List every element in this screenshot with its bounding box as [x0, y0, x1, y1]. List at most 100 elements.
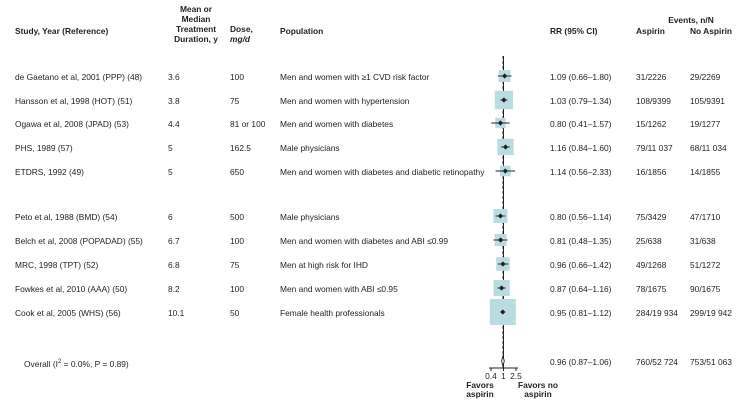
row-study: Belch et al, 2008 (POPADAD) (55) — [15, 236, 143, 246]
study-point-estimate — [500, 309, 506, 315]
row-study: PHS, 1989 (57) — [15, 143, 73, 153]
row-duration: 3.8 — [168, 96, 180, 106]
x-axis-tick-label: 0.4 — [485, 371, 497, 381]
row-no-aspirin: 51/1272 — [690, 260, 721, 270]
row-duration: 4.4 — [168, 119, 180, 129]
row-aspirin: 31/2226 — [636, 72, 667, 82]
row-population: Male physicians — [280, 143, 340, 153]
row-dose: 100 — [230, 284, 244, 294]
row-aspirin: 108/9399 — [636, 96, 671, 106]
row-population: Men and women with ABI ≤0.95 — [280, 284, 398, 294]
row-population: Men and women with diabetes — [280, 119, 394, 129]
header-events: Events, n/N — [668, 15, 714, 25]
row-rr: 1.16 (0.84–1.60) — [550, 143, 612, 153]
row-rr: 0.95 (0.81–1.12) — [550, 308, 612, 318]
study-point-estimate — [499, 285, 505, 291]
header-duration: Mean or Median Treatment Duration, y — [165, 4, 227, 44]
row-aspirin: 15/1262 — [636, 119, 667, 129]
row-dose: 162.5 — [230, 143, 251, 153]
row-duration: 10.1 — [168, 308, 185, 318]
row-rr: 0.80 (0.56–1.14) — [550, 212, 612, 222]
study-point-estimate — [497, 120, 504, 126]
x-axis-tick-label: 1 — [501, 371, 506, 381]
row-dose: 100 — [230, 72, 244, 82]
header-no-aspirin: No Aspirin — [690, 26, 733, 36]
row-aspirin: 75/3429 — [636, 212, 667, 222]
row-duration: 3.6 — [168, 72, 180, 82]
overall-no-aspirin: 753/51 063 — [690, 357, 732, 367]
favors-no-aspirin-label: Favors no aspirin — [517, 380, 559, 399]
row-no-aspirin: 299/19 942 — [690, 308, 732, 318]
row-population: Men and women with ≥1 CVD risk factor — [280, 72, 430, 82]
row-study: de Gaetano et al, 2001 (PPP) (48) — [15, 72, 143, 82]
row-dose: 81 or 100 — [230, 119, 266, 129]
study-point-estimate — [502, 73, 508, 79]
row-aspirin: 49/1268 — [636, 260, 667, 270]
row-no-aspirin: 19/1277 — [690, 119, 721, 129]
row-study: Ogawa et al, 2008 (JPAD) (53) — [15, 119, 129, 129]
row-aspirin: 284/19 934 — [636, 308, 678, 318]
row-rr: 0.81 (0.48–1.35) — [550, 236, 612, 246]
row-duration: 6.7 — [168, 236, 180, 246]
row-no-aspirin: 68/11 034 — [690, 143, 727, 153]
study-point-estimate — [500, 261, 506, 267]
header-rr: RR (95% CI) — [550, 26, 598, 36]
row-duration: 8.2 — [168, 284, 180, 294]
row-dose: 75 — [230, 260, 240, 270]
row-duration: 5 — [168, 167, 173, 177]
row-population: Men and women with hypertension — [280, 96, 410, 106]
study-point-estimate — [497, 213, 504, 219]
header-population: Population — [280, 26, 324, 36]
study-point-estimate — [501, 97, 507, 103]
row-population: Men at high risk for IHD — [280, 260, 368, 270]
header-dose: Dose, mg/d — [230, 24, 253, 44]
row-population: Men and women with diabetes and diabetic… — [280, 167, 485, 177]
row-study: ETDRS, 1992 (49) — [15, 167, 84, 177]
row-no-aspirin: 47/1710 — [690, 212, 721, 222]
row-study: Peto et al, 1988 (BMD) (54) — [15, 212, 118, 222]
row-dose: 100 — [230, 236, 244, 246]
row-no-aspirin: 31/638 — [690, 236, 716, 246]
study-point-estimate — [498, 237, 504, 243]
x-axis-tick-label: 2.5 — [510, 371, 522, 381]
header-aspirin: Aspirin — [636, 26, 665, 36]
header-duration-unit: Duration, y — [174, 34, 218, 44]
row-dose: 500 — [230, 212, 244, 222]
row-population: Men and women with diabetes and ABI ≤0.9… — [280, 236, 449, 246]
row-dose: 650 — [230, 167, 244, 177]
overall-diamond — [501, 354, 505, 368]
row-population: Female health professionals — [280, 308, 385, 318]
row-rr: 0.96 (0.66–1.42) — [550, 260, 612, 270]
study-point-estimate — [502, 144, 509, 150]
row-dose: 75 — [230, 96, 240, 106]
row-dose: 50 — [230, 308, 240, 318]
row-aspirin: 16/1856 — [636, 167, 667, 177]
row-no-aspirin: 14/1855 — [690, 167, 721, 177]
row-aspirin: 78/1675 — [636, 284, 667, 294]
row-rr: 0.80 (0.41–1.57) — [550, 119, 612, 129]
row-study: Hansson et al, 1998 (HOT) (51) — [15, 96, 133, 106]
row-rr: 0.87 (0.64–1.16) — [550, 284, 612, 294]
row-no-aspirin: 105/9391 — [690, 96, 725, 106]
row-study: Fowkes et al, 2010 (AAA) (50) — [15, 284, 128, 294]
row-study: Cook et al, 2005 (WHS) (56) — [15, 308, 121, 318]
header-study: Study, Year (Reference) — [15, 26, 109, 36]
row-rr: 1.09 (0.66–1.80) — [550, 72, 612, 82]
row-duration: 6 — [168, 212, 173, 222]
overall-aspirin: 760/52 724 — [636, 357, 678, 367]
overall-rr: 0.96 (0.87–1.06) — [550, 357, 612, 367]
row-population: Male physicians — [280, 212, 340, 222]
row-duration: 6.8 — [168, 260, 180, 270]
row-rr: 1.03 (0.79–1.34) — [550, 96, 612, 106]
study-point-estimate — [502, 168, 508, 174]
row-aspirin: 79/11 037 — [636, 143, 673, 153]
overall-label: Overall (I2 = 0.0%, P = 0.89) — [24, 358, 129, 369]
favors-aspirin-label: Favors aspirin — [466, 380, 494, 399]
row-no-aspirin: 29/2269 — [690, 72, 721, 82]
row-rr: 1.14 (0.56–2.33) — [550, 167, 612, 177]
row-duration: 5 — [168, 143, 173, 153]
row-aspirin: 25/638 — [636, 236, 662, 246]
row-study: MRC, 1998 (TPT) (52) — [15, 260, 99, 270]
row-no-aspirin: 90/1675 — [690, 284, 721, 294]
